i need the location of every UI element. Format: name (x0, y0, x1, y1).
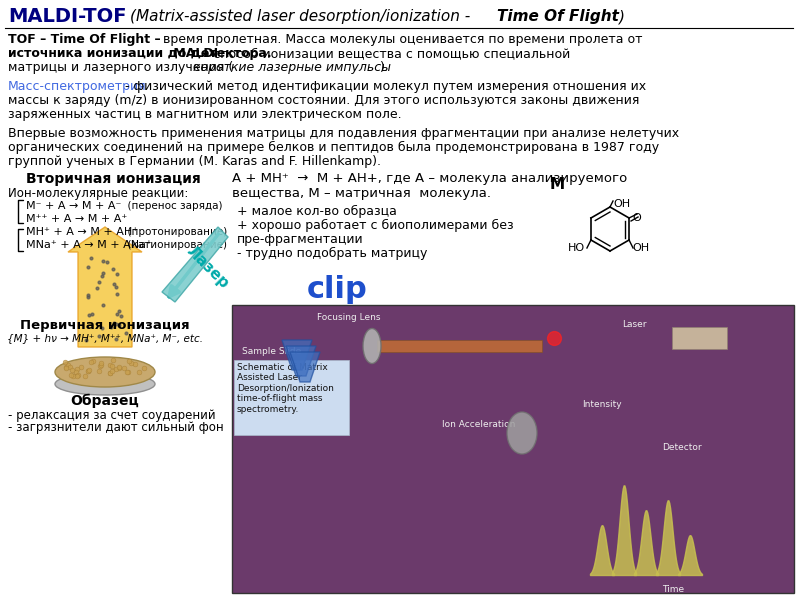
Text: Laser: Laser (622, 320, 646, 329)
Text: M⁺⁺ + A → M + A⁺: M⁺⁺ + A → M + A⁺ (26, 214, 127, 224)
Text: (протонирование): (протонирование) (121, 227, 227, 237)
Text: (катионирование): (катионирование) (121, 240, 227, 250)
Ellipse shape (363, 329, 381, 364)
Text: Detector: Detector (662, 443, 702, 452)
Ellipse shape (507, 412, 537, 454)
Text: + хорошо работает с биополимерами без: + хорошо работает с биополимерами без (237, 219, 514, 232)
Text: Schematic of Matrix
Assisted Laser
Desorption/Ionization
time-of-flight mass
spe: Schematic of Matrix Assisted Laser Desor… (237, 363, 334, 413)
Text: органических соединений на примере белков и пептидов была продемонстрирована в 1: органических соединений на примере белко… (8, 141, 659, 154)
Ellipse shape (55, 357, 155, 387)
Text: время пролетная. Масса молекулы оценивается по времени пролета от: время пролетная. Масса молекулы оценивае… (159, 33, 642, 46)
Polygon shape (68, 227, 142, 347)
Text: OH: OH (632, 243, 649, 253)
Text: – способ ионизации вещества с помощью специальной: – способ ионизации вещества с помощью сп… (199, 47, 570, 60)
Text: - релаксация за счет соударений: - релаксация за счет соударений (8, 409, 216, 422)
Text: Focusing Lens: Focusing Lens (317, 313, 381, 322)
Text: MALDI-TOF: MALDI-TOF (8, 7, 126, 26)
Polygon shape (282, 340, 312, 370)
Text: TOF – Time Of Flight –: TOF – Time Of Flight – (8, 33, 161, 46)
Text: Впервые возможность применения матрицы для подавления фрагментации при анализе н: Впервые возможность применения матрицы д… (8, 127, 679, 140)
Text: {M} + hν → MH⁺, M⁺⁺, MNa⁺, M⁻, etc.: {M} + hν → MH⁺, M⁺⁺, MNa⁺, M⁻, etc. (7, 333, 203, 343)
Text: ): ) (619, 9, 625, 24)
Polygon shape (290, 352, 320, 382)
Text: - физический метод идентификации молекул путем измерения отношения их: - физический метод идентификации молекул… (121, 80, 646, 93)
Text: Первичная ионизация: Первичная ионизация (20, 319, 190, 332)
Text: Intensity: Intensity (582, 400, 622, 409)
Text: заряженных частиц в магнитном или электрическом поле.: заряженных частиц в магнитном или электр… (8, 108, 402, 121)
Bar (234, 360, 349, 435)
Text: Ion Acceleration: Ion Acceleration (442, 420, 515, 429)
Text: A + MH⁺  →  M + AH+, где A – молекула анализируемого: A + MH⁺ → M + AH+, где A – молекула анал… (232, 172, 627, 185)
Text: Образец: Образец (70, 394, 139, 409)
Text: O: O (632, 213, 641, 223)
Text: короткие лазерные импульсы: короткие лазерные импульсы (193, 61, 391, 74)
Text: (Matrix-assisted laser desorption/ionization -: (Matrix-assisted laser desorption/ioniza… (130, 9, 475, 24)
Ellipse shape (55, 373, 155, 395)
Text: HO: HO (568, 243, 585, 253)
Text: OH: OH (613, 199, 630, 209)
Text: массы к заряду (m/z) в ионизированном состоянии. Для этого используются законы д: массы к заряду (m/z) в ионизированном со… (8, 94, 639, 107)
Text: clip: clip (307, 275, 368, 304)
Text: - загрязнители дают сильный фон: - загрязнители дают сильный фон (8, 421, 224, 434)
Text: ).: ). (380, 61, 389, 74)
Polygon shape (162, 227, 228, 302)
Bar (377, 340, 542, 352)
Text: (перенос заряда): (перенос заряда) (121, 201, 222, 211)
Text: M: M (550, 177, 565, 192)
Text: Вторичная ионизация: Вторичная ионизация (26, 172, 200, 186)
Text: MNa⁺ + A → M + ANa⁺: MNa⁺ + A → M + ANa⁺ (26, 240, 152, 250)
Text: источника ионизации до детектора.: источника ионизации до детектора. (8, 47, 272, 60)
Bar (232, 305, 794, 593)
Text: Time Of Flight: Time Of Flight (497, 9, 619, 24)
Text: вещества, M – матричная  молекула.: вещества, M – матричная молекула. (232, 187, 491, 200)
Text: пре-фрагментации: пре-фрагментации (237, 233, 364, 246)
Text: Ион-молекулярные реакции:: Ион-молекулярные реакции: (8, 187, 188, 200)
Text: группой ученых в Германии (M. Karas and F. Hillenkamp).: группой ученых в Германии (M. Karas and … (8, 155, 381, 168)
Text: M⁻ + A → M + A⁻: M⁻ + A → M + A⁻ (26, 201, 122, 211)
Text: - трудно подобрать матрицу: - трудно подобрать матрицу (237, 247, 427, 260)
Text: Time: Time (662, 585, 684, 594)
Text: Лазер: Лазер (183, 243, 231, 291)
Text: MALDI: MALDI (169, 47, 218, 60)
Polygon shape (286, 346, 316, 376)
Text: Sample Slide: Sample Slide (242, 347, 302, 356)
Text: + малое кол-во образца: + малое кол-во образца (237, 205, 397, 218)
Text: Масс-спектрометрия: Масс-спектрометрия (8, 80, 146, 93)
Bar (672, 327, 727, 349)
Text: матрицы и лазерного излучения (: матрицы и лазерного излучения ( (8, 61, 234, 74)
Text: MH⁺ + A → M + AH⁺: MH⁺ + A → M + AH⁺ (26, 227, 138, 237)
